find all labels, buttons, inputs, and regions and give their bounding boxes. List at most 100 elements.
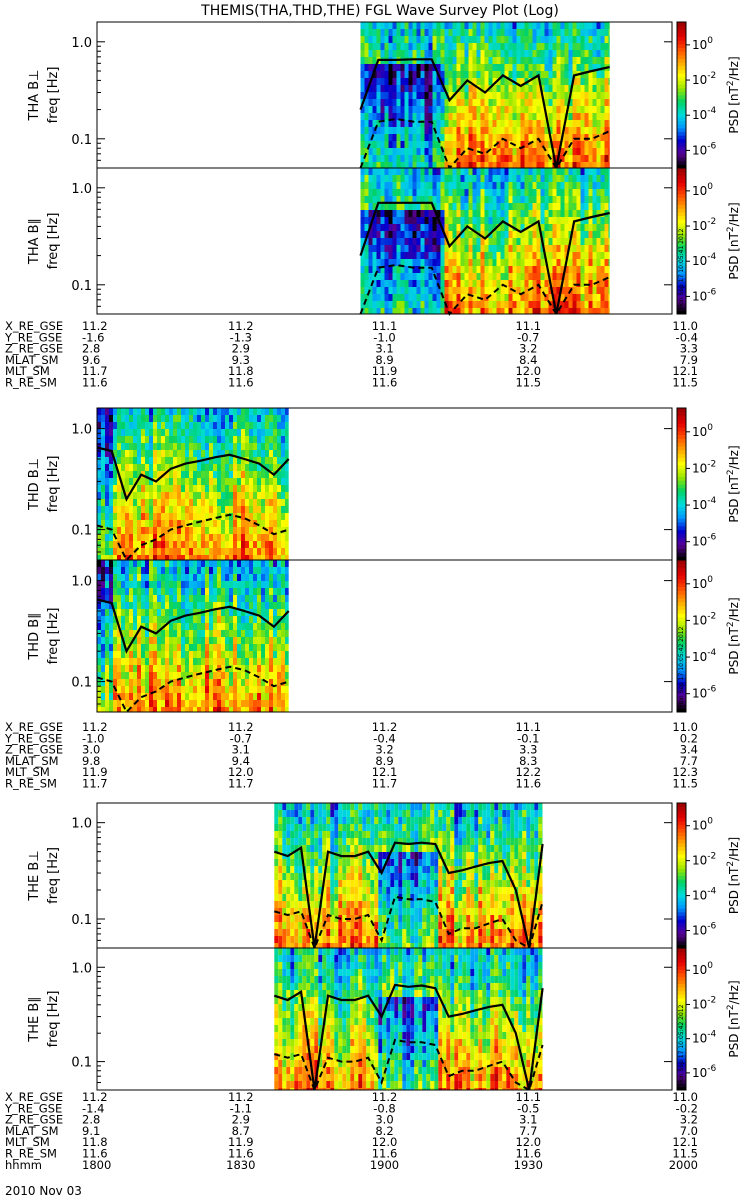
spectrogram-cell [245,588,249,595]
colorbar-segment [677,476,686,481]
spectrogram-cell [432,71,437,78]
spectrogram-cell [185,450,189,457]
spectrogram-cell [376,231,381,238]
spectrogram-cell [364,43,369,50]
spectrogram-cell [380,78,385,85]
spectrogram-cell [105,595,109,602]
spectrogram-cell [512,162,517,168]
spectrogram-cell [408,168,413,175]
spectrogram-cell [129,534,133,541]
spectrogram-cell [548,127,553,134]
spectrogram-cell [225,651,229,658]
spectrogram-cell [608,71,610,78]
spectrogram-cell [245,513,249,520]
spectrogram-cell [368,71,373,78]
spectrogram-cell [496,224,501,231]
spectrogram-cell [508,71,513,78]
spectrogram-cell [285,464,289,471]
spectrogram-cell [121,567,125,574]
spectrogram-cell [448,301,453,308]
spectrogram-cell [257,422,261,429]
spectrogram-cell [225,492,229,499]
spectrogram-cell [392,224,397,231]
spectrogram-cell [440,113,445,120]
spectrogram-cell [568,196,573,203]
spectrogram-cell [436,168,441,175]
spectrogram-cell [516,36,521,43]
spectrogram-cell [492,71,497,78]
spectrogram-cell [480,120,485,127]
spectrogram-cell [580,189,585,196]
spectrogram-cell [532,78,537,85]
spectrogram-cell [149,686,153,693]
spectrogram-cell [572,78,577,85]
spectrogram-cell [504,71,509,78]
colorbar-tick-label: 10-6 [692,287,717,303]
spectrogram-cell [368,50,373,57]
spectrogram-cell [432,266,437,273]
spectrogram-cell [97,436,101,443]
spectrogram-cell [364,71,369,78]
spectrogram-cell [177,478,181,485]
spectrogram-cell [484,64,489,71]
spectrogram-cell [500,210,505,217]
spectrogram-cell [452,252,457,259]
spectrogram-cell [113,422,117,429]
spectrogram-cell [233,499,237,506]
spectrogram-cell [197,492,201,499]
spectrogram-cell [580,78,585,85]
spectrogram-cell [372,231,377,238]
spectrogram-cell [532,141,537,148]
spectrogram-cell [456,92,461,99]
spectrogram-cell [257,457,261,464]
spectrogram-cell [548,231,553,238]
spectrogram-cell [125,548,129,555]
spectrogram-cell [508,175,513,182]
spectrogram-cell [452,231,457,238]
spectrogram-cell [584,301,589,308]
spectrogram-cell [392,127,397,134]
spectrogram-cell [472,134,477,141]
spectrogram-cell [532,36,537,43]
colorbar-segment [677,438,686,443]
spectrogram-cell [420,134,425,141]
spectrogram-cell [177,567,181,574]
spectrogram-cell [380,168,385,175]
spectrogram-cell [468,252,473,259]
spectrogram-cell [412,50,417,57]
spectrogram-cell [157,609,161,616]
spectrogram-cell [277,499,281,506]
spectrogram-cell [380,134,385,141]
spectrogram-cell [101,520,105,527]
spectrogram-cell [261,707,265,712]
spectrogram-cell [169,623,173,630]
spectrogram-cell [460,71,465,78]
spectrogram-cell [476,64,481,71]
spectrogram-cell [145,658,149,665]
spectrogram-cell [241,707,245,712]
spectrogram-cell [237,555,241,560]
spectrogram-cell [556,280,561,287]
spectrogram-cell [404,287,409,294]
spectrogram-cell [524,287,529,294]
spectrogram-cell [269,513,273,520]
spectrogram-cell [480,99,485,106]
spectrogram-cell [572,196,577,203]
spectrogram-cell [564,182,569,189]
spectrogram-cell [265,555,269,560]
spectrogram-cell [233,555,237,560]
spectrogram-cell [149,506,153,513]
spectrogram-cell [372,189,377,196]
spectrogram-cell [388,238,393,245]
spectrogram-cell [516,78,521,85]
spectrogram-cell [133,541,137,548]
spectrogram-cell [484,287,489,294]
spectrogram-cell [384,134,389,141]
spectrogram-cell [213,651,217,658]
spectrogram-cell [205,534,209,541]
spectrogram-cell [408,148,413,155]
spectrogram-cell [492,210,497,217]
spectrogram-cell [380,203,385,210]
spectrogram-cell [149,450,153,457]
